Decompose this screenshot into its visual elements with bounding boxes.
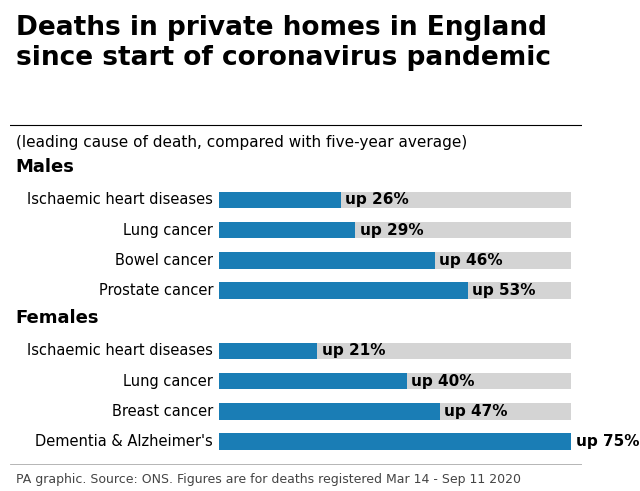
Bar <box>219 252 435 269</box>
Bar <box>219 252 571 269</box>
Text: Prostate cancer: Prostate cancer <box>99 283 213 298</box>
Text: Males: Males <box>15 158 74 176</box>
Text: Lung cancer: Lung cancer <box>124 222 213 238</box>
Text: up 75%: up 75% <box>575 434 639 449</box>
Bar <box>219 433 571 450</box>
Text: Ischaemic heart diseases: Ischaemic heart diseases <box>28 343 213 358</box>
Bar <box>219 222 571 239</box>
Text: (leading cause of death, compared with five-year average): (leading cause of death, compared with f… <box>15 135 467 150</box>
Text: Lung cancer: Lung cancer <box>124 374 213 389</box>
Text: PA graphic. Source: ONS. Figures are for deaths registered Mar 14 - Sep 11 2020: PA graphic. Source: ONS. Figures are for… <box>15 473 520 486</box>
Text: up 46%: up 46% <box>440 253 503 268</box>
Text: up 40%: up 40% <box>412 374 475 389</box>
Text: up 47%: up 47% <box>444 404 508 419</box>
Text: Ischaemic heart diseases: Ischaemic heart diseases <box>28 192 213 208</box>
Bar <box>219 343 571 359</box>
Bar <box>219 403 571 420</box>
Bar <box>219 373 406 389</box>
Text: Females: Females <box>15 309 99 327</box>
Bar <box>219 282 468 299</box>
Bar <box>219 433 571 450</box>
Text: up 26%: up 26% <box>346 192 409 208</box>
Bar <box>219 403 440 420</box>
Bar <box>219 282 571 299</box>
Text: up 29%: up 29% <box>360 222 423 238</box>
Bar <box>219 191 571 208</box>
Text: Deaths in private homes in England
since start of coronavirus pandemic: Deaths in private homes in England since… <box>15 15 550 71</box>
Text: Breast cancer: Breast cancer <box>112 404 213 419</box>
Bar <box>219 343 317 359</box>
Bar <box>219 373 571 389</box>
Bar <box>219 191 341 208</box>
Bar <box>219 222 355 239</box>
Text: up 21%: up 21% <box>322 343 385 358</box>
Text: Bowel cancer: Bowel cancer <box>115 253 213 268</box>
Text: up 53%: up 53% <box>472 283 536 298</box>
Text: Dementia & Alzheimer's: Dementia & Alzheimer's <box>35 434 213 449</box>
